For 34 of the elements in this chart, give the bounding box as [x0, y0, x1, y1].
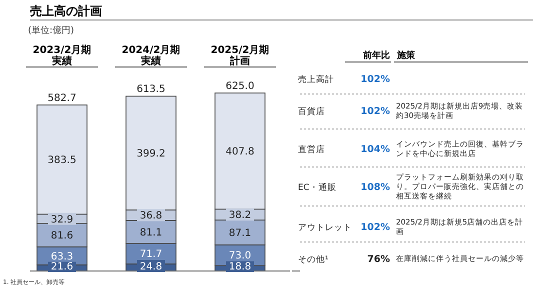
- text: アウトレット: [298, 223, 352, 233]
- x-tick-label: 2023/2月期実績: [32, 44, 92, 67]
- text: 売上高計: [298, 74, 334, 85]
- text: 102%: [360, 222, 390, 233]
- text: 76%: [367, 254, 390, 265]
- text: 104%: [360, 144, 390, 155]
- chart-subtitle: (単位:億円): [28, 25, 74, 36]
- total-label: 613.5: [136, 84, 166, 96]
- text: その他¹: [298, 254, 328, 265]
- data-label: 407.8: [226, 146, 254, 158]
- text: 百貨店: [298, 106, 325, 117]
- text: 施策: [396, 50, 416, 61]
- text: EC・通販: [298, 182, 336, 193]
- data-label: 87.1: [228, 228, 252, 239]
- data-label: 71.7: [140, 249, 162, 260]
- chart-title: 売上高の計画: [30, 4, 102, 18]
- text: 102%: [360, 74, 390, 85]
- data-label: 399.2: [136, 148, 166, 160]
- x-tick-label: 2024/2月期実績: [122, 44, 180, 67]
- text: 前年比: [362, 50, 390, 61]
- text: 102%: [360, 106, 390, 117]
- text: 直営店: [298, 144, 325, 155]
- data-label: 383.5: [48, 155, 76, 166]
- total-label: 625.0: [226, 81, 254, 92]
- data-label: 32.9: [50, 214, 74, 226]
- total-label: 582.7: [48, 92, 76, 104]
- data-label: 38.2: [228, 210, 252, 222]
- x-tick-label: 2025/2月期計画: [210, 44, 270, 67]
- data-label: 73.0: [228, 250, 252, 262]
- text: 108%: [360, 182, 390, 193]
- data-label: 81.6: [50, 230, 74, 242]
- data-label: 63.3: [50, 251, 74, 262]
- data-label: 36.8: [140, 210, 162, 222]
- data-label: 81.1: [140, 227, 162, 238]
